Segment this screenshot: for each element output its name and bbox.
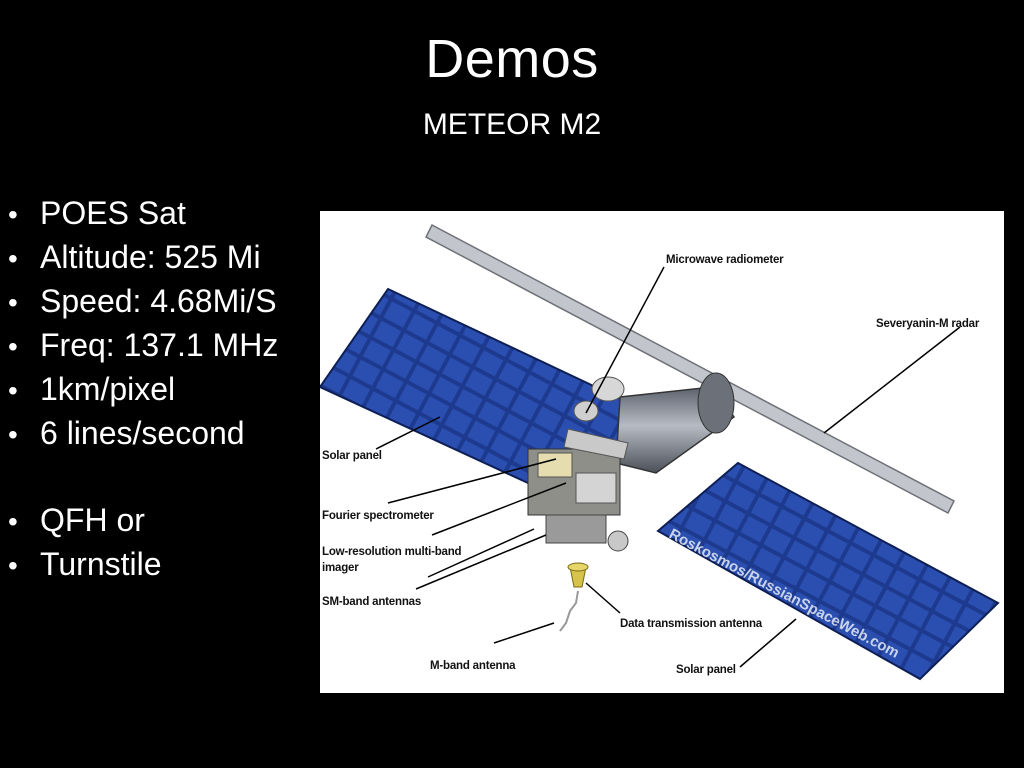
callout-microwave-radiometer: Microwave radiometer xyxy=(666,254,784,266)
callout-m-band-antenna: M-band antenna xyxy=(430,660,516,672)
bullet-item: • 6 lines/second xyxy=(8,412,318,456)
satellite-body xyxy=(527,372,736,632)
callout-data-transmission-antenna: Data transmission antenna xyxy=(620,618,763,630)
bullet-icon: • xyxy=(8,243,18,274)
bullet-icon: • xyxy=(8,506,18,537)
callout-low-res-imager-line1: Low-resolution multi-band xyxy=(322,546,462,558)
bullet-icon: • xyxy=(8,199,18,230)
callout-fourier-spectrometer: Fourier spectrometer xyxy=(322,510,434,522)
bullet-item: • Speed: 4.68Mi/S xyxy=(8,280,318,324)
satellite-diagram: Microwave radiometer Severyanin-M radar … xyxy=(320,211,1004,693)
bullet-icon: • xyxy=(8,375,18,406)
bullet-item: • Freq: 137.1 MHz xyxy=(8,324,318,368)
bullet-item: • Turnstile xyxy=(8,543,318,587)
callout-sm-band-antennas: SM-band antennas xyxy=(322,596,421,608)
bullet-item: • POES Sat xyxy=(8,192,318,236)
callout-solar-panel-left: Solar panel xyxy=(322,450,382,462)
bullet-item: • QFH or xyxy=(8,499,318,543)
callout-solar-panel-right: Solar panel xyxy=(676,664,736,676)
bullet-item: • 1km/pixel xyxy=(8,368,318,412)
slide-title: Demos xyxy=(425,29,599,89)
bullet-list: • POES Sat • Altitude: 525 Mi • Speed: 4.68… xyxy=(8,192,318,587)
callout-low-res-imager-line2: imager xyxy=(322,562,359,574)
bullet-item: • Altitude: 525 Mi xyxy=(8,236,318,280)
satellite-illustration: Microwave radiometer Severyanin-M radar … xyxy=(320,223,1000,681)
callout-severyanin-radar: Severyanin-M radar xyxy=(876,318,980,330)
slide-subtitle: METEOR M2 xyxy=(422,108,602,141)
radar-boom xyxy=(425,223,955,515)
bullet-icon: • xyxy=(8,331,18,362)
callout-lines xyxy=(375,266,961,668)
bullet-icon: • xyxy=(8,419,18,450)
bullet-icon: • xyxy=(8,287,18,318)
solar-panel-right xyxy=(656,461,1000,681)
bullet-icon: • xyxy=(8,550,18,581)
